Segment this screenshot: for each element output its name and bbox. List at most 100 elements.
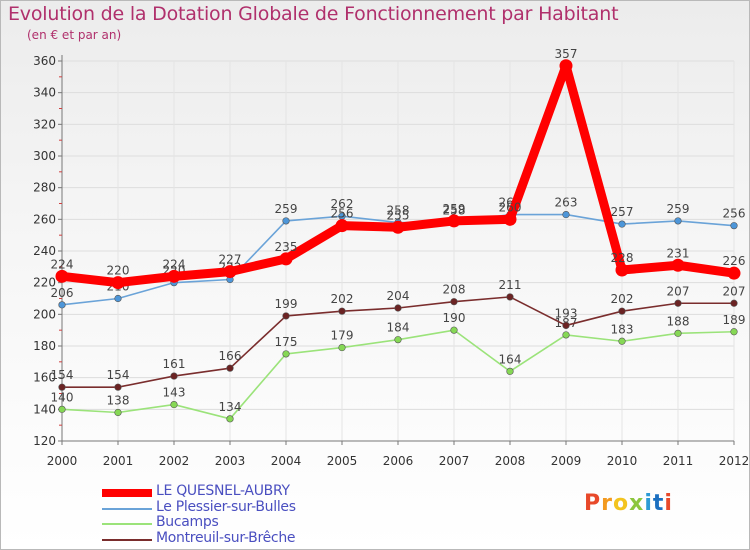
logo-letter: t: [652, 491, 665, 516]
y-tick-label: 280: [33, 181, 56, 195]
data-point: [338, 307, 346, 315]
data-label: 255: [387, 208, 410, 222]
data-point: [335, 219, 349, 233]
logo-letter: i: [664, 491, 673, 516]
data-label: 166: [219, 349, 242, 363]
data-point: [506, 293, 514, 301]
x-tick-label: 2004: [271, 454, 302, 468]
data-point: [503, 212, 517, 226]
chart-title: Evolution de la Dotation Globale de Fonc…: [8, 3, 619, 25]
data-label: 206: [51, 286, 74, 300]
chart-subtitle: (en € et par an): [27, 28, 122, 42]
data-point: [674, 329, 682, 337]
data-label: 202: [331, 292, 354, 306]
data-point: [450, 298, 458, 306]
series-3: 154 154 161 166 199 202 204 208 211 193 202 207 207: [51, 278, 746, 391]
data-point: [618, 307, 626, 315]
data-point: [338, 343, 346, 352]
logo-letter: x: [629, 491, 645, 516]
y-tick-label: 200: [33, 307, 56, 321]
data-label: 204: [387, 289, 410, 303]
data-label: 207: [667, 284, 690, 298]
data-label: 256: [331, 207, 354, 221]
x-tick-label: 2012: [719, 454, 749, 468]
data-point: [447, 214, 461, 228]
data-label: 228: [611, 251, 634, 265]
y-tick-label: 220: [33, 276, 56, 290]
series-2: 140138143134175179184190164187183188189: [51, 311, 745, 423]
y-tick-label: 120: [33, 434, 56, 448]
data-point: [394, 336, 402, 344]
data-label: 138: [107, 394, 130, 408]
data-label: 226: [723, 254, 746, 268]
data-label: 188: [667, 314, 690, 328]
x-tick-label: 2000: [47, 454, 78, 468]
y-tick-label: 340: [33, 86, 56, 100]
data-label: 161: [163, 357, 186, 371]
data-point: [394, 304, 402, 312]
legend-swatch: [102, 523, 152, 525]
data-point: [618, 220, 626, 228]
data-label: 227: [219, 253, 242, 267]
data-point: [223, 265, 237, 279]
data-label: 263: [555, 196, 578, 210]
data-point: [562, 210, 570, 219]
data-point: [730, 299, 738, 307]
data-point: [226, 415, 234, 423]
x-tick-label: 2005: [327, 454, 358, 468]
data-label: 257: [611, 205, 634, 219]
data-label: 262: [331, 197, 354, 211]
data-point: [282, 312, 290, 320]
logo-letter: o: [612, 491, 630, 516]
data-point: [562, 331, 570, 339]
y-tick-label: 320: [33, 117, 56, 131]
data-label: 259: [275, 202, 298, 216]
data-label: 259: [667, 202, 690, 216]
y-tick-label: 160: [33, 371, 56, 385]
data-point: [170, 372, 178, 380]
x-tick-label: 2010: [607, 454, 638, 468]
data-point: [615, 263, 629, 277]
data-label: 193: [555, 306, 578, 320]
x-tick-label: 2006: [383, 454, 414, 468]
data-point: [506, 367, 514, 375]
data-label: 259: [443, 202, 466, 216]
data-label: 199: [275, 297, 298, 311]
data-label: 190: [443, 311, 466, 325]
data-label: 175: [275, 335, 298, 349]
data-point: [450, 326, 458, 334]
data-label: 224: [51, 257, 74, 271]
data-point: [170, 400, 178, 409]
data-label: 154: [107, 368, 130, 382]
data-point: [167, 269, 181, 283]
data-label: 143: [163, 386, 186, 400]
data-label: 207: [723, 284, 746, 298]
legend-label: Montreuil-sur-Brêche: [156, 530, 296, 546]
data-label: 134: [219, 400, 242, 414]
data-point: [727, 266, 741, 280]
data-label: 258: [387, 204, 410, 218]
data-point: [55, 269, 69, 283]
data-point: [58, 301, 66, 309]
data-point: [226, 364, 234, 372]
data-label: 231: [667, 246, 690, 260]
data-point: [674, 299, 682, 307]
data-point: [730, 328, 738, 336]
data-point: [559, 59, 573, 73]
data-label: 179: [331, 329, 354, 343]
data-label: 184: [387, 321, 410, 335]
data-point: [618, 337, 626, 345]
legend-label: Bucamps: [156, 514, 219, 530]
proxiti-logo: Proxiti: [584, 491, 673, 516]
y-tick-label: 180: [33, 339, 56, 353]
y-tick-label: 260: [33, 212, 56, 226]
data-label: 220: [107, 264, 130, 278]
data-label: 258: [443, 204, 466, 218]
y-tick-label: 300: [33, 149, 56, 163]
data-point: [114, 383, 122, 391]
data-point: [114, 408, 122, 417]
data-point: [562, 321, 570, 330]
data-point: [674, 217, 682, 225]
logo-letter: r: [601, 491, 613, 516]
